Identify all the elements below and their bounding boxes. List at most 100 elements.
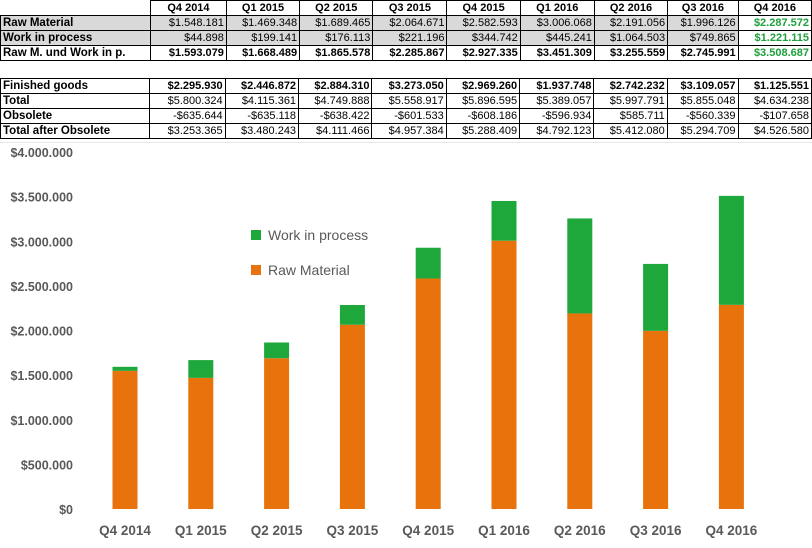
- x-tick-label: Q3 2016: [630, 523, 682, 538]
- table-cell[interactable]: $3.109.057: [666, 78, 739, 94]
- header-cell[interactable]: Q1 2016: [519, 0, 595, 16]
- table-cell[interactable]: $2.745.991: [667, 45, 739, 61]
- row-label-cell[interactable]: Total after Obsolete: [0, 123, 150, 139]
- table-cell[interactable]: $176.113: [299, 30, 374, 46]
- table-cell[interactable]: $3.255.559: [593, 45, 669, 61]
- table-cell[interactable]: $221.196: [372, 30, 448, 46]
- header-cell[interactable]: Q3 2016: [667, 0, 739, 16]
- table-cell[interactable]: $4.749.888: [298, 93, 373, 109]
- table-cell[interactable]: $1.996.126: [667, 15, 739, 31]
- table-cell[interactable]: $199.141: [225, 30, 301, 46]
- header-cell[interactable]: Q4 2014: [150, 0, 227, 16]
- table-cell[interactable]: $5.389.057: [519, 93, 595, 109]
- table-cell[interactable]: $5.997.791: [593, 93, 668, 109]
- table-cell[interactable]: $5.800.324: [148, 93, 226, 109]
- inventory-table-top: Q4 2014 Q1 2015 Q2 2015 Q3 2015 Q4 2015 …: [0, 0, 812, 61]
- table-cell[interactable]: $5.896.595: [445, 93, 521, 109]
- table-cell[interactable]: $1.689.465: [299, 15, 374, 31]
- table-cell[interactable]: $4.634.238: [737, 93, 812, 109]
- header-corner-cell[interactable]: [0, 0, 151, 16]
- table-cell[interactable]: $2.295.930: [148, 78, 226, 94]
- table-cell[interactable]: $2.742.232: [593, 78, 668, 94]
- table-cell[interactable]: $4.111.466: [298, 123, 373, 139]
- table-cell[interactable]: $2.969.260: [445, 78, 521, 94]
- table-cell[interactable]: $1.668.489: [225, 45, 301, 61]
- table-cell[interactable]: $1.064.503: [593, 30, 669, 46]
- table-cell[interactable]: $4.115.361: [224, 93, 300, 109]
- table-cell[interactable]: $3.253.365: [148, 123, 226, 139]
- table-cell[interactable]: $344.742: [446, 30, 521, 46]
- x-tick-label: Q2 2016: [554, 523, 606, 538]
- table-cell[interactable]: $1.865.578: [299, 45, 374, 61]
- table-cell[interactable]: $1.593.079: [150, 45, 227, 61]
- inventory-table-bottom: Finished goods $2.295.930 $2.446.872 $2.…: [0, 78, 812, 139]
- table-cell[interactable]: $5.412.080: [593, 123, 668, 139]
- table-cell[interactable]: $2.582.593: [446, 15, 521, 31]
- bar-work-in-process: [567, 218, 593, 314]
- table-row-raw-material: Raw Material $1.548.181 $1.469.348 $1.68…: [0, 15, 812, 31]
- table-cell-highlight[interactable]: $3.508.687: [737, 45, 812, 61]
- table-cell[interactable]: -$560.339: [666, 108, 739, 124]
- table-cell[interactable]: $5.558.917: [371, 93, 447, 109]
- table-row-raw-and-wip: Raw M. und Work in p. $1.593.079 $1.668.…: [0, 45, 812, 61]
- y-tick-label: $3.500.000: [10, 191, 73, 205]
- bar-work-in-process: [264, 342, 290, 359]
- row-label-cell[interactable]: Finished goods: [0, 78, 150, 94]
- table-cell-highlight[interactable]: $2.287.572: [737, 15, 812, 31]
- header-cell[interactable]: Q2 2015: [299, 0, 374, 16]
- row-label-cell[interactable]: Total: [0, 93, 150, 109]
- table-cell[interactable]: $2.064.671: [372, 15, 448, 31]
- table-row-total-after-obsolete: Total after Obsolete $3.253.365 $3.480.2…: [0, 123, 812, 139]
- bar-raw-material: [339, 324, 365, 509]
- table-cell[interactable]: -$107.658: [737, 108, 812, 124]
- table-cell[interactable]: $3.006.068: [519, 15, 595, 31]
- table-cell[interactable]: $2.191.056: [593, 15, 669, 31]
- table-cell[interactable]: $4.792.123: [519, 123, 595, 139]
- table-row-total: Total $5.800.324 $4.115.361 $4.749.888 $…: [0, 93, 812, 109]
- table-cell-highlight[interactable]: $1.221.115: [737, 30, 812, 46]
- x-tick-label: Q4 2015: [402, 523, 454, 538]
- table-cell[interactable]: $2.927.335: [446, 45, 521, 61]
- x-tick-label: Q2 2015: [251, 523, 303, 538]
- bar-work-in-process: [112, 366, 138, 371]
- y-tick-label: $1.500.000: [10, 369, 73, 383]
- table-cell[interactable]: $5.288.409: [445, 123, 521, 139]
- stacked-bar-chart[interactable]: $0 $500.000 $1.000.000 $1.500.000 $2.000.000…: [0, 148, 812, 548]
- row-label-cell[interactable]: Raw Material: [0, 15, 151, 31]
- row-label-cell[interactable]: Raw M. und Work in p.: [0, 45, 151, 61]
- table-cell[interactable]: $585.711: [593, 108, 668, 124]
- table-cell[interactable]: $2.446.872: [224, 78, 300, 94]
- table-cell[interactable]: -$601.533: [371, 108, 447, 124]
- table-cell[interactable]: -$608.186: [445, 108, 521, 124]
- table-cell[interactable]: $445.241: [519, 30, 595, 46]
- table-cell[interactable]: -$635.118: [224, 108, 300, 124]
- table-cell[interactable]: $5.294.709: [666, 123, 739, 139]
- table-cell[interactable]: $2.285.867: [372, 45, 448, 61]
- table-cell[interactable]: $1.937.748: [519, 78, 595, 94]
- x-tick-label: Q3 2015: [327, 523, 379, 538]
- header-cell[interactable]: Q4 2016: [737, 0, 812, 16]
- table-cell[interactable]: $3.451.309: [519, 45, 595, 61]
- table-cell[interactable]: $3.273.050: [371, 78, 447, 94]
- table-cell[interactable]: $44.898: [150, 30, 227, 46]
- header-cell[interactable]: Q3 2015: [372, 0, 448, 16]
- table-cell[interactable]: -$596.934: [519, 108, 595, 124]
- table-cell[interactable]: $4.957.384: [371, 123, 447, 139]
- table-cell[interactable]: $749.865: [667, 30, 739, 46]
- table-cell[interactable]: $1.125.551: [737, 78, 812, 94]
- bar-raw-material: [643, 330, 669, 509]
- header-cell[interactable]: Q1 2015: [225, 0, 301, 16]
- table-cell[interactable]: $5.855.048: [666, 93, 739, 109]
- table-cell[interactable]: $1.469.348: [225, 15, 301, 31]
- header-cell[interactable]: Q4 2015: [446, 0, 521, 16]
- table-cell[interactable]: $4.526.580: [737, 123, 812, 139]
- row-label-cell[interactable]: Work in process: [0, 30, 151, 46]
- row-label-cell[interactable]: Obsolete: [0, 108, 150, 124]
- table-cell[interactable]: -$638.422: [298, 108, 373, 124]
- table-cell[interactable]: $3.480.243: [224, 123, 300, 139]
- table-cell[interactable]: $2.884.310: [298, 78, 373, 94]
- header-cell[interactable]: Q2 2016: [593, 0, 669, 16]
- table-cell[interactable]: -$635.644: [148, 108, 226, 124]
- bar-raw-material: [188, 377, 214, 509]
- table-cell[interactable]: $1.548.181: [150, 15, 227, 31]
